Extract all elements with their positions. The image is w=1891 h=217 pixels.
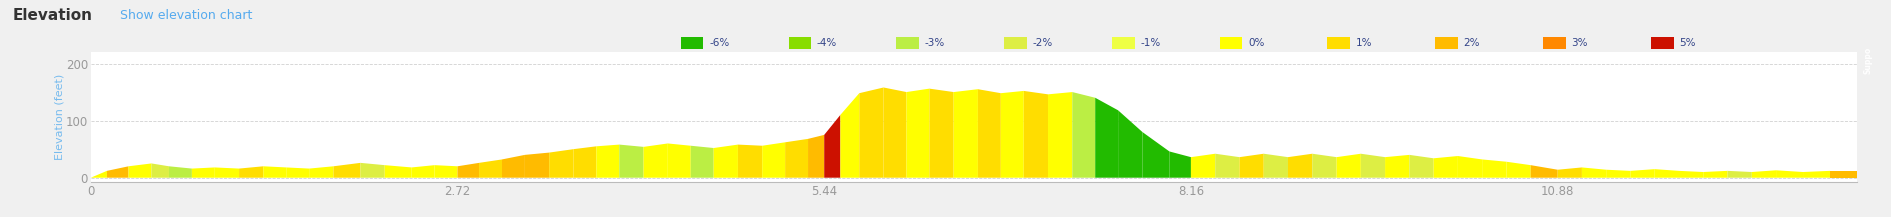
Polygon shape [333,163,361,178]
Polygon shape [807,135,824,178]
Polygon shape [737,145,762,178]
Text: -2%: -2% [1032,38,1053,48]
Text: 2%: 2% [1464,38,1481,48]
Polygon shape [1605,170,1630,178]
Polygon shape [1072,92,1095,178]
Polygon shape [1802,171,1830,178]
Polygon shape [1191,154,1216,178]
Polygon shape [384,165,412,178]
Polygon shape [906,89,928,178]
Polygon shape [1288,154,1312,178]
Polygon shape [1679,171,1704,178]
Polygon shape [458,163,478,178]
Text: -4%: -4% [817,38,838,48]
Polygon shape [1558,168,1583,178]
Polygon shape [1751,170,1776,178]
Polygon shape [785,139,807,178]
Polygon shape [238,166,263,178]
Text: -6%: -6% [709,38,730,48]
Polygon shape [713,145,737,178]
Polygon shape [1239,154,1263,178]
Polygon shape [824,115,840,178]
Polygon shape [1458,156,1483,178]
Polygon shape [1655,169,1679,178]
Text: Suppo: Suppo [1865,47,1872,74]
Text: -1%: -1% [1140,38,1161,48]
Text: Elevation: Elevation [13,8,93,23]
Polygon shape [1118,110,1142,178]
Polygon shape [1216,154,1239,178]
Polygon shape [1048,92,1072,178]
Polygon shape [1830,171,1857,178]
Polygon shape [1776,170,1802,178]
Polygon shape [435,165,458,178]
Polygon shape [1362,154,1384,178]
Text: -3%: -3% [925,38,946,48]
Polygon shape [1483,159,1507,178]
Polygon shape [618,145,643,178]
Y-axis label: Elevation (feet): Elevation (feet) [55,74,64,160]
Polygon shape [412,165,435,178]
Polygon shape [1023,91,1048,178]
Polygon shape [129,163,151,178]
Text: Show elevation chart: Show elevation chart [119,9,252,22]
Polygon shape [690,146,713,178]
Text: 1%: 1% [1356,38,1373,48]
Polygon shape [1433,156,1458,178]
Polygon shape [859,87,883,178]
Polygon shape [1312,154,1337,178]
Polygon shape [526,153,548,178]
Polygon shape [1507,162,1530,178]
Polygon shape [191,168,216,178]
Polygon shape [91,171,108,178]
Polygon shape [928,89,953,178]
Polygon shape [286,168,310,178]
Polygon shape [151,163,168,178]
Polygon shape [1169,151,1191,178]
Polygon shape [1728,171,1751,178]
Polygon shape [1263,154,1288,178]
Text: 0%: 0% [1248,38,1265,48]
Polygon shape [501,155,526,178]
Text: 5%: 5% [1679,38,1696,48]
Polygon shape [573,146,596,178]
Polygon shape [478,159,501,178]
Polygon shape [1000,91,1023,178]
Polygon shape [1583,168,1605,178]
Polygon shape [263,166,286,178]
Polygon shape [1337,154,1362,178]
Polygon shape [168,166,191,178]
Polygon shape [668,143,690,178]
Polygon shape [1530,165,1558,178]
Polygon shape [548,149,573,178]
Polygon shape [840,93,859,178]
Polygon shape [1704,171,1728,178]
Polygon shape [310,166,333,178]
Polygon shape [1095,98,1118,178]
Polygon shape [1142,132,1169,178]
Polygon shape [1384,155,1409,178]
Polygon shape [1630,169,1655,178]
Polygon shape [596,145,618,178]
Polygon shape [953,89,978,178]
Polygon shape [643,143,668,178]
Polygon shape [978,89,1000,178]
Polygon shape [216,168,238,178]
Polygon shape [883,87,906,178]
Polygon shape [108,166,129,178]
Polygon shape [762,142,785,178]
Text: 3%: 3% [1571,38,1588,48]
Polygon shape [1409,155,1433,178]
Polygon shape [361,163,384,178]
